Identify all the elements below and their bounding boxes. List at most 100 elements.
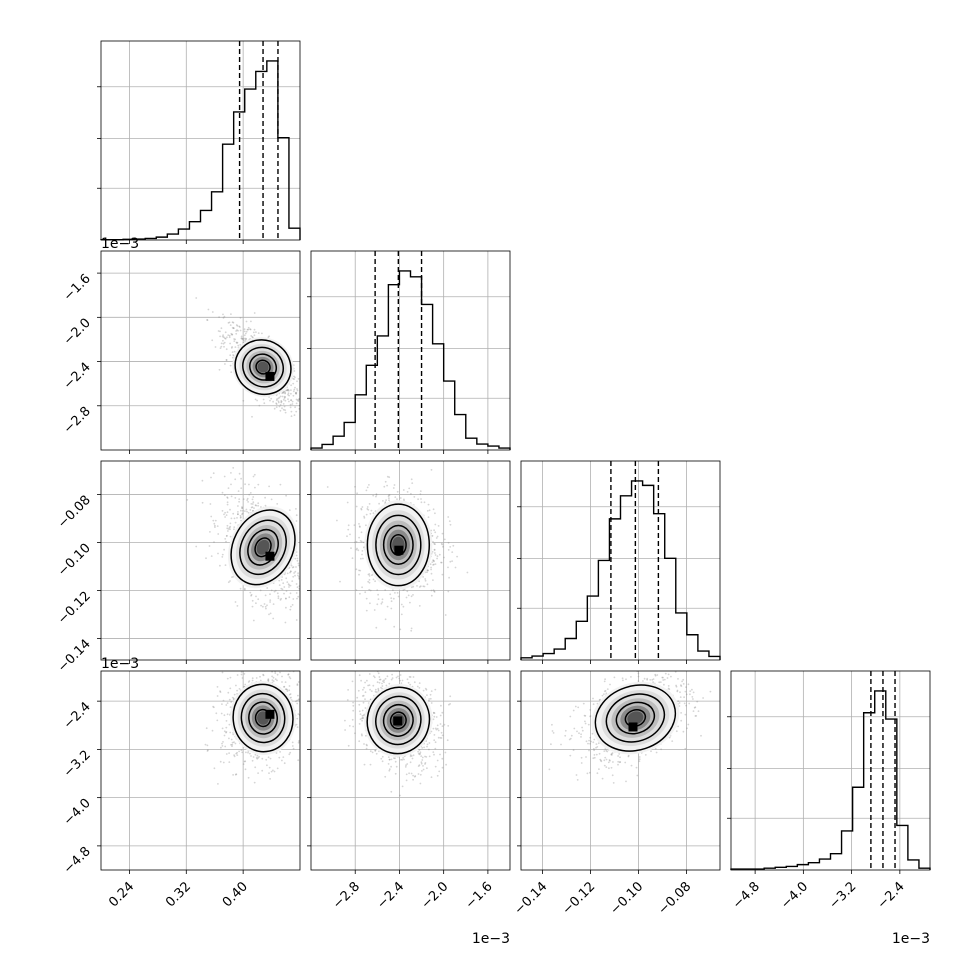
- scatter-point: [366, 744, 368, 747]
- scatter-point: [305, 385, 307, 387]
- scatter-point: [257, 598, 260, 601]
- scatter-panel-3-1: [307, 646, 511, 874]
- contour-line-3: [254, 708, 272, 728]
- scatter-point: [238, 472, 241, 475]
- scatter-point: [236, 605, 239, 607]
- scatter-point: [317, 596, 319, 598]
- scatter-point: [356, 446, 358, 448]
- scatter-point: [291, 403, 294, 405]
- scatter-point: [233, 340, 236, 342]
- scatter-point: [261, 769, 264, 772]
- scatter-point: [229, 687, 232, 690]
- scatter-point: [234, 601, 237, 603]
- scatter-point: [283, 762, 286, 765]
- scatter-point: [386, 675, 389, 678]
- scatter-point: [285, 389, 287, 392]
- scatter-point: [354, 485, 356, 488]
- scatter-point: [232, 327, 235, 330]
- scatter-point: [388, 497, 390, 499]
- scatter-point: [339, 580, 341, 583]
- scatter-point: [224, 745, 227, 748]
- scatter-point: [434, 747, 437, 750]
- panel-gridlines: [311, 251, 510, 450]
- scatter-point: [281, 588, 284, 591]
- scatter-point: [213, 706, 215, 709]
- scatter-point: [234, 497, 237, 499]
- scatter-point: [257, 504, 259, 507]
- scatter-point: [375, 494, 378, 496]
- scatter-point: [241, 337, 243, 340]
- scatter-point: [429, 697, 432, 700]
- scatter-point: [363, 743, 365, 745]
- scatter-point: [581, 729, 584, 732]
- scatter-point: [238, 500, 241, 503]
- scatter-point: [244, 483, 247, 486]
- scatter-point: [251, 498, 254, 501]
- scatter-point: [237, 490, 240, 492]
- scatter-point: [209, 531, 211, 533]
- scatter-point: [289, 608, 292, 611]
- scatter-point: [420, 501, 423, 504]
- scatter-point: [386, 475, 389, 478]
- scatter-point: [360, 507, 363, 510]
- panel-frame: [100, 670, 301, 871]
- scatter-point: [240, 335, 243, 338]
- scatter-point: [272, 676, 275, 679]
- scatter-point: [286, 388, 289, 391]
- scatter-point: [408, 772, 410, 775]
- scatter-point: [225, 731, 228, 733]
- scatter-point: [405, 596, 408, 599]
- scatter-point: [219, 330, 221, 333]
- scatter-point: [250, 755, 252, 757]
- scatter-point: [287, 583, 290, 585]
- scatter-point: [410, 595, 413, 598]
- scatter-point: [412, 778, 414, 781]
- scatter-point: [295, 566, 297, 568]
- scatter-point: [680, 684, 682, 687]
- scatter-point: [689, 693, 691, 696]
- scatter-point: [303, 726, 305, 728]
- scatter-point: [244, 760, 247, 763]
- scatter-point: [402, 489, 405, 491]
- scatter-point: [433, 739, 436, 742]
- scatter-point: [363, 686, 365, 689]
- scatter-point: [309, 738, 311, 740]
- scatter-point: [227, 487, 230, 489]
- scatter-point: [430, 690, 433, 692]
- scatter-point: [372, 684, 375, 687]
- scatter-panel-3-0: [97, 670, 317, 874]
- scatter-point: [302, 577, 304, 579]
- scatter-point: [421, 759, 424, 761]
- scatter-point: [256, 754, 259, 757]
- scatter-point: [292, 382, 295, 385]
- scatter-point: [431, 561, 434, 563]
- scatter-point: [250, 335, 253, 337]
- scatter-point: [315, 721, 317, 723]
- scatter-point: [359, 718, 362, 721]
- scatter-point: [584, 722, 587, 725]
- scatter-point: [273, 407, 276, 410]
- scatter-point: [585, 740, 588, 743]
- scatter-point: [430, 594, 433, 597]
- scatter-point: [358, 525, 361, 528]
- scatter-point: [233, 517, 236, 520]
- scatter-point: [275, 752, 278, 754]
- scatter-point: [259, 589, 262, 592]
- scatter-point: [371, 646, 373, 648]
- scatter-point: [368, 579, 371, 581]
- scatter-point: [434, 741, 437, 744]
- scatter-point: [447, 516, 450, 518]
- scatter-point: [346, 501, 349, 504]
- scatter-point: [364, 591, 367, 594]
- scatter-point: [241, 512, 244, 515]
- scatter-point: [284, 621, 287, 624]
- scatter-point: [378, 678, 381, 681]
- scatter-point: [230, 371, 233, 373]
- scatter-point: [223, 730, 226, 733]
- scatter-point: [236, 341, 239, 344]
- scatter-point: [433, 734, 436, 736]
- scatter-point: [267, 756, 270, 759]
- scatter-point: [440, 561, 442, 564]
- scatter-point: [222, 741, 224, 743]
